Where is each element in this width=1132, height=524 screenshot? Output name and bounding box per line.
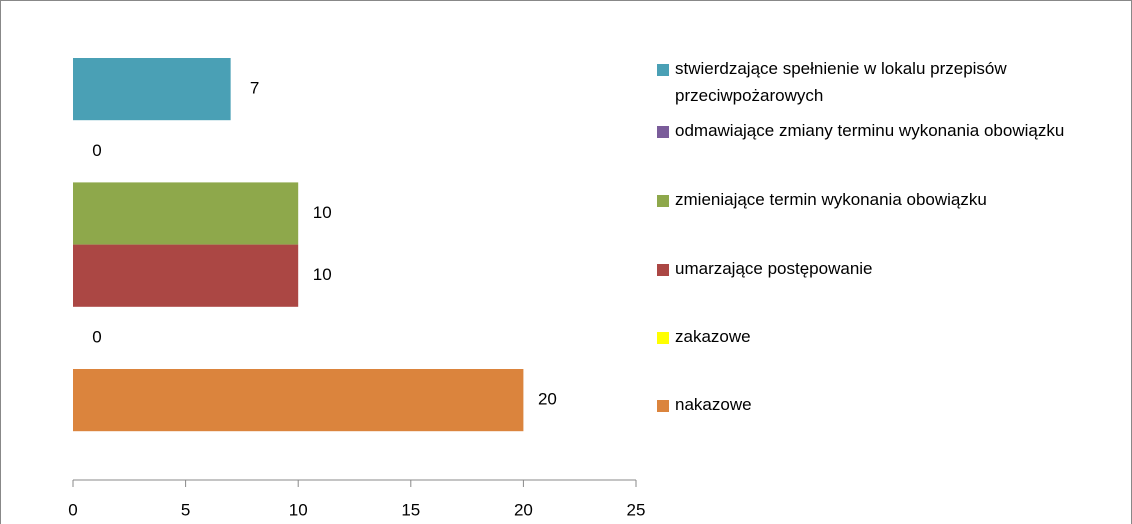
x-tick-label: 10 bbox=[289, 500, 308, 519]
legend-label: zakazowe bbox=[675, 327, 751, 346]
data-label: 10 bbox=[313, 203, 332, 222]
x-tick-label: 0 bbox=[68, 500, 77, 519]
data-label: 10 bbox=[313, 265, 332, 284]
bar bbox=[73, 244, 299, 307]
legend-swatch bbox=[657, 264, 669, 276]
bar bbox=[73, 58, 231, 121]
x-tick-label: 5 bbox=[181, 500, 190, 519]
legend-label: odmawiające zmiany terminu wykonania obo… bbox=[675, 121, 1064, 140]
legend-swatch bbox=[657, 332, 669, 344]
x-tick-label: 25 bbox=[627, 500, 646, 519]
legend-swatch bbox=[657, 126, 669, 138]
legend-label: nakazowe bbox=[675, 395, 752, 414]
x-tick-label: 15 bbox=[401, 500, 420, 519]
data-label: 7 bbox=[250, 79, 259, 98]
data-label: 0 bbox=[92, 141, 101, 160]
legend-swatch bbox=[657, 400, 669, 412]
legend-label: stwierdzające spełnienie w lokalu przepi… bbox=[675, 59, 1007, 105]
legend-swatch bbox=[657, 64, 669, 76]
bar bbox=[73, 182, 299, 245]
x-tick-label: 20 bbox=[514, 500, 533, 519]
legend-swatch bbox=[657, 195, 669, 207]
data-label: 0 bbox=[92, 327, 101, 346]
legend-label: zmieniające termin wykonania obowiązku bbox=[675, 190, 987, 209]
legend-label: umarzające postępowanie bbox=[675, 259, 873, 278]
data-label: 20 bbox=[538, 390, 557, 409]
bar bbox=[73, 369, 524, 432]
